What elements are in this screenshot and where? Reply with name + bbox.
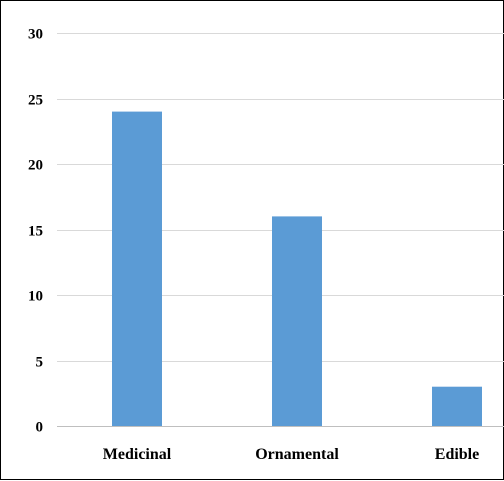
y-tick-label: 5 xyxy=(36,355,44,371)
y-tick-label: 30 xyxy=(28,27,43,43)
y-tick-label: 0 xyxy=(36,420,44,436)
bar-edible xyxy=(432,386,482,426)
y-axis-tick-labels: 0 5 10 15 20 25 30 xyxy=(28,27,43,436)
x-category-label: Edible xyxy=(435,446,479,463)
x-axis-category-labels: Medicinal Ornamental Edible xyxy=(103,446,479,463)
bars xyxy=(112,111,482,426)
y-tick-label: 15 xyxy=(28,224,43,240)
x-category-label: Medicinal xyxy=(103,446,172,463)
bar-medicinal xyxy=(112,111,162,426)
y-tick-label: 25 xyxy=(28,93,43,109)
y-tick-label: 10 xyxy=(28,289,43,305)
x-category-label: Ornamental xyxy=(255,446,339,463)
y-tick-label: 20 xyxy=(28,158,43,174)
bar-ornamental xyxy=(272,216,322,426)
